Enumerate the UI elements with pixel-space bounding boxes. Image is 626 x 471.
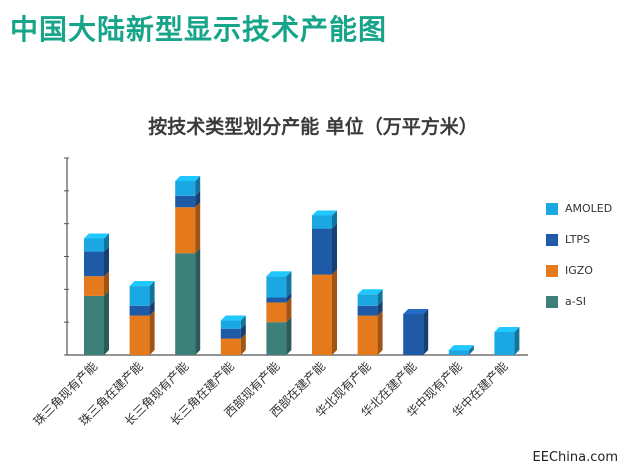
legend-label: IGZO xyxy=(565,264,593,277)
bar-segment-side xyxy=(423,308,429,355)
bar-segment-side xyxy=(104,246,109,277)
bar-segment-ltps xyxy=(129,305,150,316)
bar-segment-side xyxy=(286,271,292,298)
chart-legend: AMOLED LTPS IGZO a-SI xyxy=(546,193,626,317)
bar-segment-amoled xyxy=(129,286,150,306)
bar-segment-amoled xyxy=(448,350,469,355)
chart-title: 按技术类型划分产能 单位（万平方米） xyxy=(148,116,478,138)
legend-label: LTPS xyxy=(565,233,590,246)
bar-segment-ltps xyxy=(220,328,241,339)
bar-segment-amoled xyxy=(220,320,241,329)
bar-segment-ltps xyxy=(403,313,424,355)
legend-item-ltps: LTPS xyxy=(546,224,626,255)
bar-segment-side xyxy=(240,315,246,329)
bar-segment-side xyxy=(377,300,383,316)
bar-segment-side xyxy=(149,310,155,355)
bar-segment-side xyxy=(149,300,155,316)
bar-segment-side xyxy=(195,190,201,208)
bar-top-face xyxy=(494,327,520,333)
bar-segment-igzo xyxy=(312,274,332,355)
bar-top-face xyxy=(129,281,155,287)
bar-top-face xyxy=(403,308,429,314)
bar-segment-side xyxy=(468,345,474,355)
bar-segment-igzo xyxy=(84,276,104,296)
bar-segment-side xyxy=(104,271,109,296)
legend-swatch xyxy=(546,295,558,308)
legend-label: AMOLED xyxy=(565,202,613,215)
legend-item-amoled: AMOLED xyxy=(546,193,626,224)
bar-segment-igzo xyxy=(266,302,287,323)
bar-segment-side xyxy=(332,269,337,355)
page-title: 中国大陆新型显示技术产能图 xyxy=(10,13,388,46)
bar-segment-side xyxy=(286,292,292,303)
bar-segment-igzo xyxy=(175,207,196,254)
legend-item-a-si: a-SI xyxy=(546,286,626,317)
bar-segment-side xyxy=(195,175,201,196)
bar-segment-side xyxy=(104,233,109,252)
bar-segment-side xyxy=(332,223,337,275)
bar-segment-side xyxy=(149,281,155,306)
legend-item-igzo: IGZO xyxy=(546,255,626,286)
bar-segment-amoled xyxy=(175,180,196,196)
bar-segment-ltps xyxy=(84,251,104,277)
legend-swatch xyxy=(546,202,558,215)
bar-segment-amoled xyxy=(266,276,287,298)
bar-top-face xyxy=(357,289,383,295)
bar-segment-side xyxy=(286,317,292,355)
bar-top-face xyxy=(175,175,201,181)
bar-top-face xyxy=(84,233,109,239)
bar-segment-side xyxy=(240,333,246,355)
bar-segment-ltps xyxy=(312,228,332,275)
watermark: EEChina.com xyxy=(532,450,618,465)
legend-label: a-SI xyxy=(565,295,586,308)
bar-segment-side xyxy=(240,323,246,339)
bar-segment-igzo xyxy=(357,315,378,355)
bar-segment-amoled xyxy=(312,215,332,229)
bar-segment-a-si xyxy=(175,253,196,355)
bar-segment-side xyxy=(195,248,201,355)
bar-segment-side xyxy=(332,210,337,229)
bar-segment-side xyxy=(286,297,292,323)
bar-segment-a-si xyxy=(266,322,287,355)
legend-swatch xyxy=(546,233,558,246)
bar-segment-side xyxy=(377,310,383,355)
bar-top-face xyxy=(312,210,337,216)
bar-segment-igzo xyxy=(129,315,150,355)
bar-segment-ltps xyxy=(357,305,378,316)
bar-segment-amoled xyxy=(357,294,378,306)
bar-top-face xyxy=(448,345,474,351)
bar-segment-side xyxy=(514,327,520,355)
bar-segment-igzo xyxy=(220,338,241,355)
bar-segment-ltps xyxy=(175,195,196,208)
bar-segment-side xyxy=(104,290,109,355)
bar-segment-ltps xyxy=(266,297,287,303)
bar-top-face xyxy=(220,315,246,321)
bar-segment-amoled xyxy=(494,332,515,355)
bar-segment-side xyxy=(377,289,383,306)
bar-segment-side xyxy=(195,202,201,254)
bar-segment-a-si xyxy=(84,295,104,355)
bar-top-face xyxy=(266,271,292,277)
legend-swatch xyxy=(546,264,558,277)
bar-segment-amoled xyxy=(84,238,104,252)
